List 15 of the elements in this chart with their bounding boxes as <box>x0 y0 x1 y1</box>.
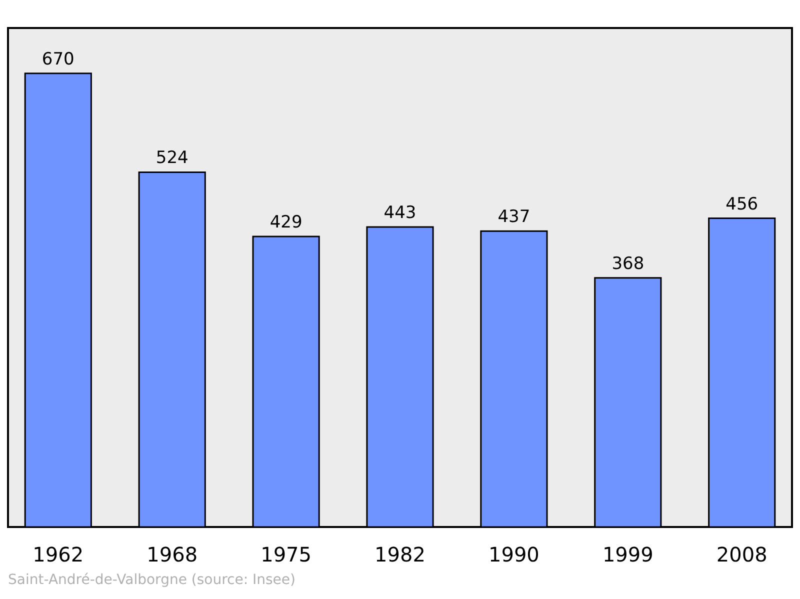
text: Saint-André-de-Valborgne (source: Insee) <box>8 572 296 588</box>
x-tick-label: 2008 <box>716 542 768 566</box>
data-label: 443 <box>384 203 416 224</box>
x-tick-label: 1999 <box>602 542 654 566</box>
x-tick-label: 1962 <box>32 542 84 566</box>
x-tick-label: 1975 <box>260 542 312 566</box>
data-label: 456 <box>726 194 758 214</box>
data-label: 437 <box>498 207 530 228</box>
x-tick-label: 1968 <box>146 542 198 566</box>
data-label: 368 <box>612 254 644 274</box>
data-label: 670 <box>42 49 74 70</box>
data-label: 524 <box>156 148 188 168</box>
x-tick-label: 1982 <box>374 542 426 566</box>
data-label: 429 <box>270 212 302 233</box>
x-tick-label: 1990 <box>488 542 540 566</box>
